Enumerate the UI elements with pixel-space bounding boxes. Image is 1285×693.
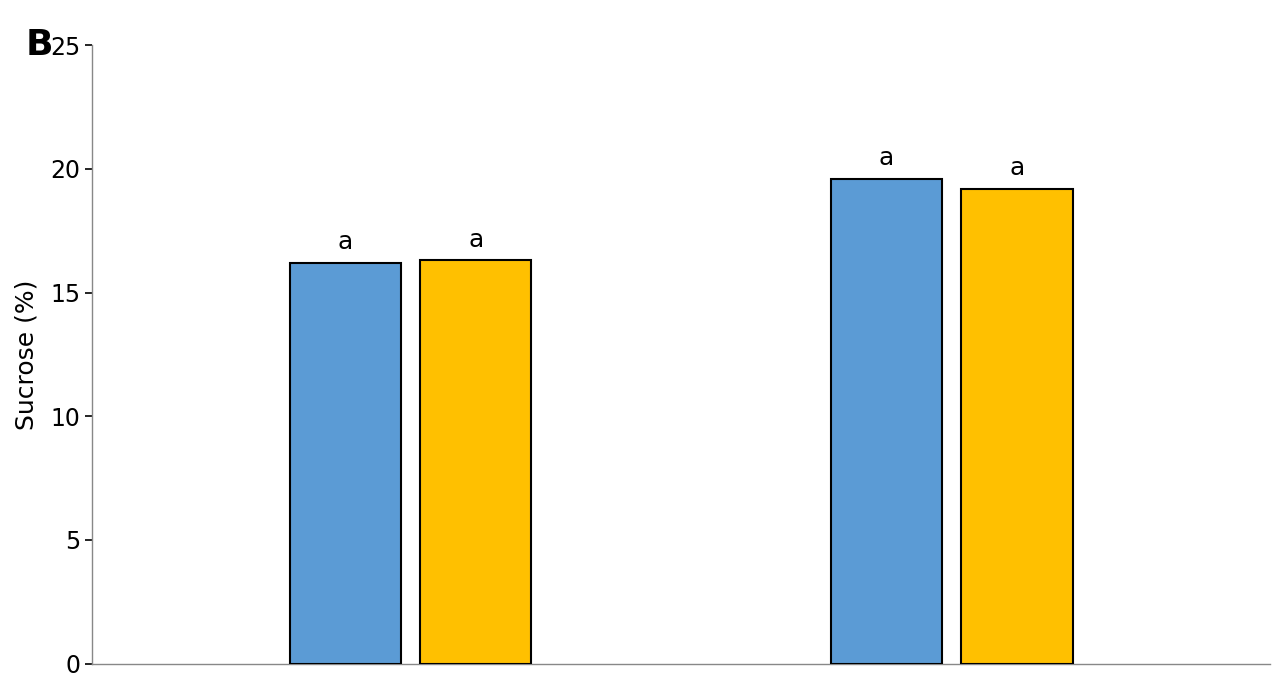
Bar — [289, 263, 401, 663]
Text: a: a — [338, 230, 353, 254]
Text: a: a — [468, 228, 483, 252]
Bar — [830, 179, 942, 663]
Text: a: a — [1009, 156, 1024, 180]
Bar — [961, 188, 1073, 663]
Text: B: B — [26, 28, 53, 62]
Text: a: a — [879, 146, 894, 170]
Y-axis label: Sucrose (%): Sucrose (%) — [15, 279, 39, 430]
Bar — [420, 261, 532, 663]
